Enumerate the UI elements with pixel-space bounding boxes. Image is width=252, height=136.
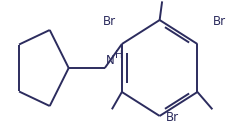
Text: Br: Br: [103, 15, 116, 28]
Text: Br: Br: [166, 111, 179, 124]
Text: H: H: [115, 50, 123, 60]
Text: Br: Br: [213, 15, 226, 28]
Text: N: N: [106, 54, 115, 67]
